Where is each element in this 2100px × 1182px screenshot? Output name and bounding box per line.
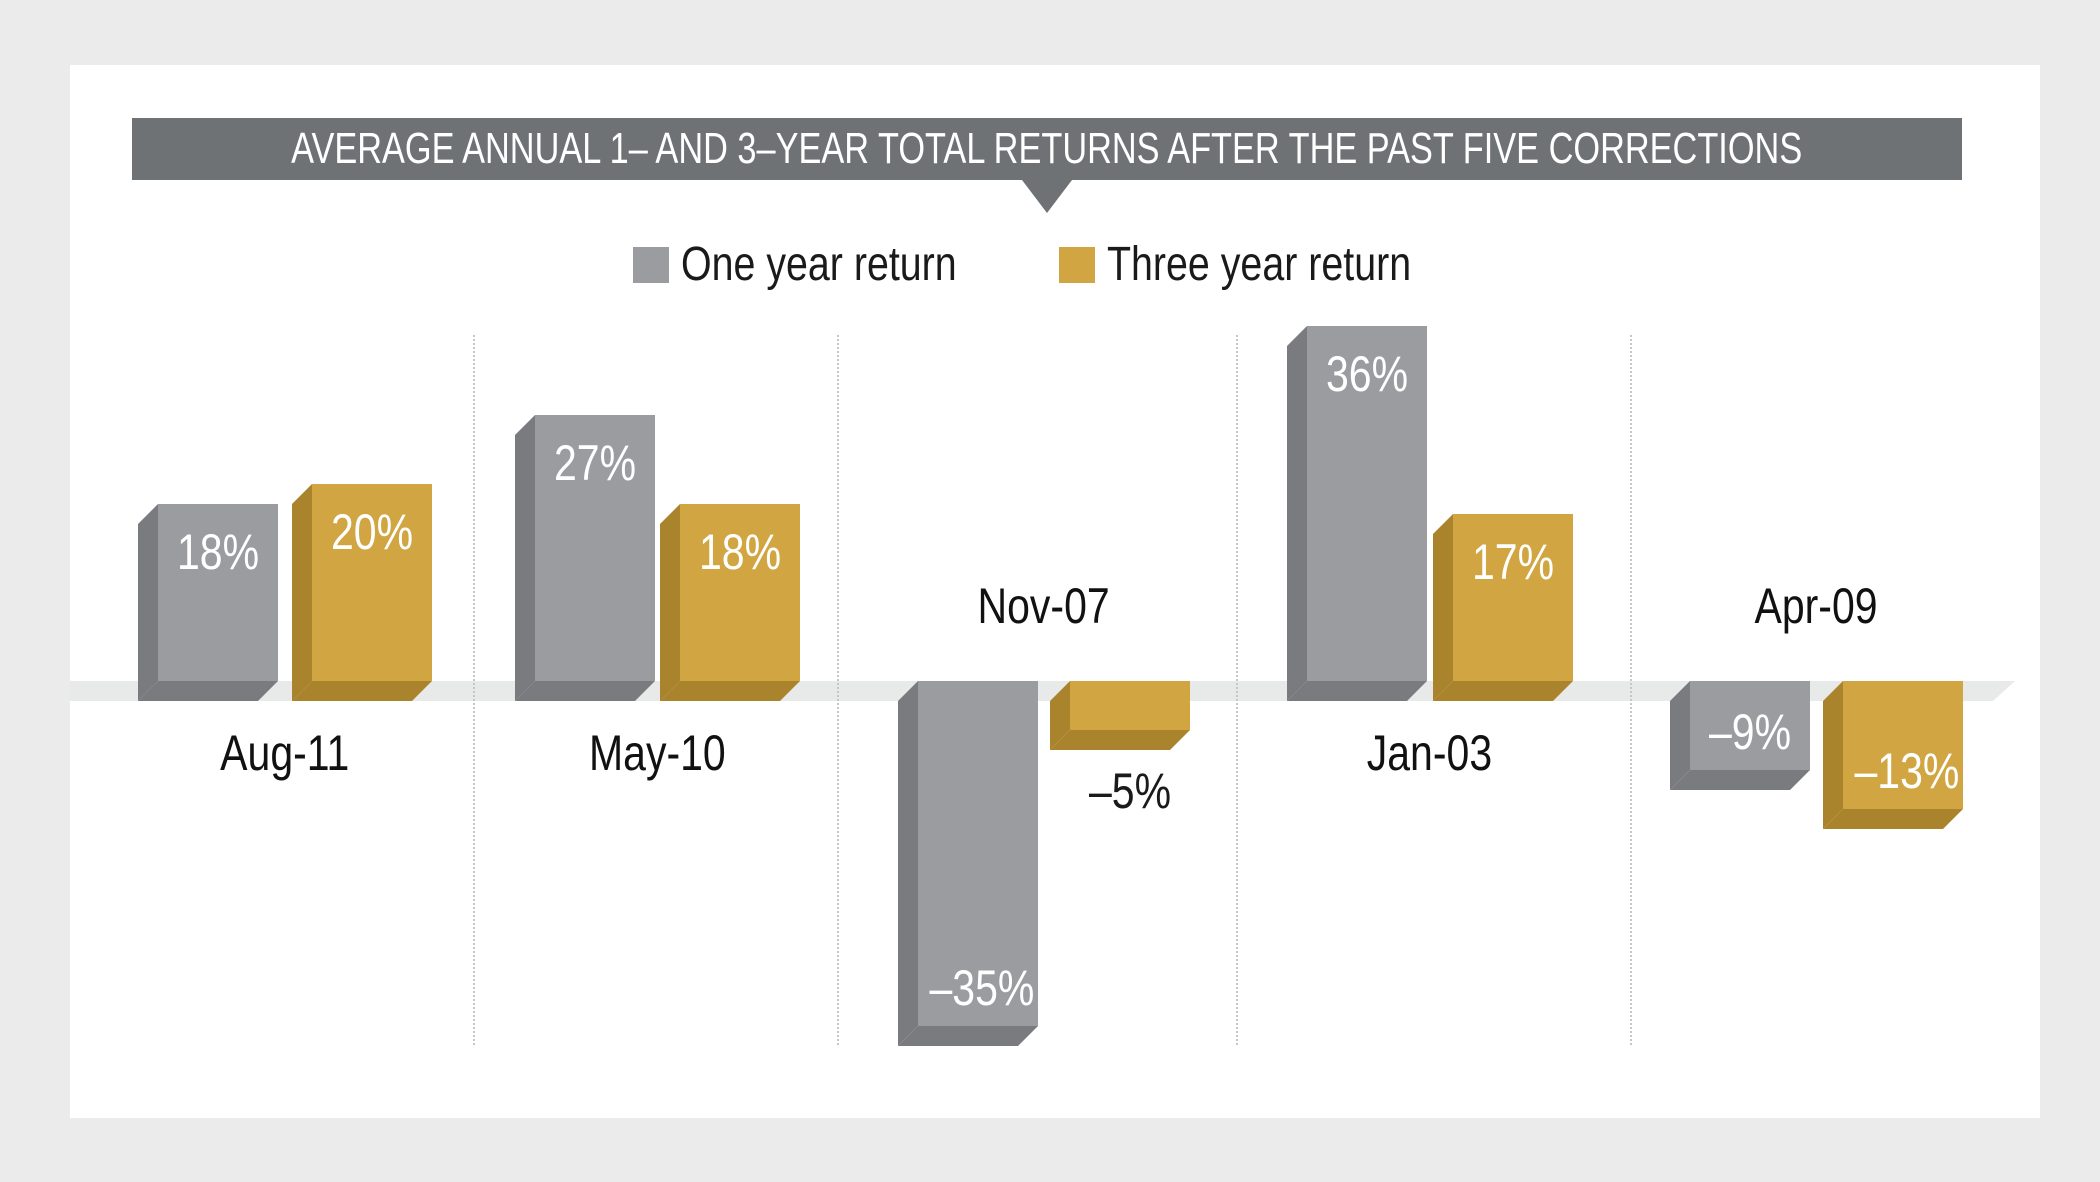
legend-label-three-year: Three year return	[1106, 238, 1411, 291]
bar-jan-03-series-1	[1433, 514, 1573, 701]
group-separator-1	[473, 335, 475, 1045]
category-label-jan-03: Jan-03	[1366, 725, 1492, 781]
chart-title-bar: AVERAGE ANNUAL 1– AND 3–YEAR TOTAL RETUR…	[132, 118, 1962, 180]
bar-apr-09-series-1	[1823, 681, 1963, 829]
chart-legend: One year return Three year return	[70, 238, 2040, 291]
value-label-aug-11-series-0: 18%	[176, 524, 260, 580]
legend-swatch-gold	[1058, 247, 1095, 283]
category-label-aug-11: Aug-11	[220, 725, 350, 781]
title-pointer-triangle	[1022, 180, 1072, 213]
value-label-nov-07-series-0: –35%	[929, 960, 1035, 1016]
value-label-nov-07-series-1: –5%	[1088, 763, 1172, 819]
bar-apr-09-series-0	[1670, 681, 1810, 790]
bar-nov-07-series-1	[1050, 681, 1190, 750]
legend-label-one-year: One year return	[680, 238, 957, 291]
value-label-apr-09-series-1: –13%	[1854, 743, 1960, 799]
legend-item-three-year: Three year return	[1058, 238, 1478, 291]
category-label-may-10: May-10	[588, 725, 726, 781]
value-label-aug-11-series-1: 20%	[330, 504, 414, 560]
bar-may-10-series-0	[515, 415, 655, 701]
value-label-jan-03-series-1: 17%	[1471, 534, 1555, 590]
group-separator-4	[1630, 335, 1632, 1045]
legend-item-one-year: One year return	[632, 238, 1017, 291]
bar-may-10-series-1	[660, 504, 800, 701]
value-label-apr-09-series-0: –9%	[1708, 704, 1792, 760]
category-label-apr-09: Apr-09	[1754, 578, 1878, 634]
category-label-nov-07: Nov-07	[977, 578, 1111, 634]
group-separator-3	[1236, 335, 1238, 1045]
bar-aug-11-series-1	[292, 484, 432, 701]
value-label-jan-03-series-0: 36%	[1325, 346, 1409, 402]
group-separator-2	[837, 335, 839, 1045]
chart-title: AVERAGE ANNUAL 1– AND 3–YEAR TOTAL RETUR…	[291, 124, 1803, 173]
value-label-may-10-series-0: 27%	[553, 435, 637, 491]
value-label-may-10-series-1: 18%	[698, 524, 782, 580]
bar-nov-07-series-0	[898, 681, 1038, 1046]
legend-swatch-gray	[632, 247, 669, 283]
bar-aug-11-series-0	[138, 504, 278, 701]
bar-jan-03-series-0	[1287, 326, 1427, 701]
